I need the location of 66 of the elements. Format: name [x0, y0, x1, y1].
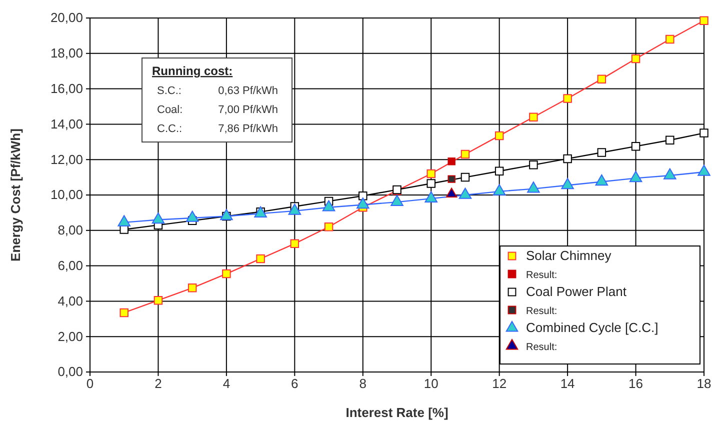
annotation: C.C.:: [157, 123, 182, 135]
y-tick-label: 8,00: [58, 222, 83, 238]
point: [460, 150, 470, 159]
x-tick-label: 18: [696, 376, 712, 392]
point: [446, 188, 458, 198]
point: [222, 269, 231, 278]
y-tick-label: 0,00: [58, 364, 83, 380]
point: [426, 169, 436, 178]
annotation: Running cost:: [152, 64, 233, 78]
point: [154, 296, 163, 305]
point: [527, 182, 540, 193]
x-tick-label: 10: [424, 376, 438, 392]
point: [631, 54, 640, 64]
annotation: 7,00 Pf/kWh: [218, 104, 278, 116]
legend-label: Coal Power Plant: [526, 284, 627, 299]
point: [494, 131, 504, 140]
point: [290, 239, 300, 248]
y-tick-label: 6,00: [58, 258, 83, 273]
point: [120, 308, 128, 318]
point: [700, 128, 708, 138]
x-tick-label: 6: [291, 376, 298, 392]
point: [448, 158, 456, 166]
point: [666, 136, 674, 145]
y-axis-title: Energy Cost [Pf/kWh]: [8, 128, 23, 262]
point: [597, 74, 606, 84]
point: [563, 94, 572, 103]
y-tick-label: 2,00: [58, 328, 83, 344]
point: [188, 284, 197, 292]
annotation: 7,86 Pf/kWh: [218, 123, 278, 135]
legend-label: Result:: [526, 342, 558, 353]
point: [426, 179, 436, 188]
x-tick-label: 12: [492, 376, 507, 392]
y-tick-label: 12,00: [50, 152, 83, 167]
annotation: Coal:: [157, 104, 183, 116]
x-axis-title: Interest Rate [%]: [346, 405, 448, 420]
point: [597, 148, 606, 157]
point: [563, 154, 572, 164]
y-tick-label: 18,00: [50, 46, 83, 61]
legend-label: Result:: [526, 306, 558, 317]
x-tick-label: 4: [222, 376, 230, 392]
annotation: 0,63 Pf/kWh: [218, 85, 278, 97]
point: [529, 112, 538, 122]
legend-label: Solar Chimney: [526, 248, 612, 263]
point: [324, 222, 334, 232]
legend-label: Combined Cycle [C.C.]: [526, 320, 658, 335]
y-tick-label: 14,00: [50, 116, 83, 132]
point: [631, 142, 640, 151]
x-tick-label: 2: [154, 376, 162, 392]
x-tick-label: 14: [560, 376, 575, 392]
x-tick-label: 0: [86, 376, 94, 392]
y-tick-label: 4,00: [58, 293, 83, 308]
point: [494, 166, 504, 176]
point: [448, 175, 456, 183]
point: [460, 172, 470, 182]
y-tick-label: 10,00: [50, 187, 83, 202]
x-tick-label: 8: [359, 376, 367, 392]
legend-label: Result:: [526, 270, 558, 281]
y-tick-label: 20,00: [50, 10, 83, 26]
x-tick-label: 16: [628, 376, 644, 392]
y-tick-label: 16,00: [50, 80, 83, 96]
point: [358, 192, 368, 200]
point: [256, 254, 265, 264]
point: [666, 34, 674, 44]
annotation: S.C.:: [157, 85, 182, 97]
point: [700, 16, 708, 26]
point: [529, 160, 538, 170]
